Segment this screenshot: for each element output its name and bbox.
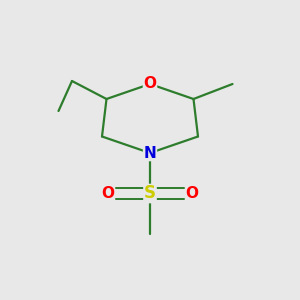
- Text: O: O: [101, 186, 115, 201]
- Text: N: N: [144, 146, 156, 160]
- Text: O: O: [143, 76, 157, 92]
- Text: S: S: [144, 184, 156, 202]
- Text: O: O: [185, 186, 199, 201]
